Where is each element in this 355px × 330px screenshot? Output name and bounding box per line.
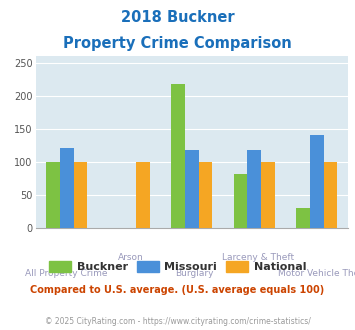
- Bar: [234, 174, 247, 228]
- Text: Burglary: Burglary: [175, 269, 214, 279]
- Bar: [323, 162, 337, 228]
- Text: © 2025 CityRating.com - https://www.cityrating.com/crime-statistics/: © 2025 CityRating.com - https://www.city…: [45, 317, 310, 326]
- Bar: [73, 162, 87, 228]
- Bar: [310, 135, 323, 228]
- Bar: [247, 150, 261, 228]
- Legend: Buckner, Missouri, National: Buckner, Missouri, National: [44, 256, 311, 277]
- Bar: [60, 148, 73, 228]
- Text: Motor Vehicle Theft: Motor Vehicle Theft: [278, 269, 355, 279]
- Text: 2018 Buckner: 2018 Buckner: [121, 10, 234, 25]
- Bar: [185, 150, 198, 228]
- Text: Compared to U.S. average. (U.S. average equals 100): Compared to U.S. average. (U.S. average …: [31, 285, 324, 295]
- Bar: [198, 162, 212, 228]
- Bar: [171, 84, 185, 228]
- Text: Larceny & Theft: Larceny & Theft: [222, 253, 294, 262]
- Bar: [46, 162, 60, 228]
- Text: All Property Crime: All Property Crime: [26, 269, 108, 279]
- Text: Property Crime Comparison: Property Crime Comparison: [63, 36, 292, 51]
- Bar: [136, 162, 150, 228]
- Bar: [296, 208, 310, 228]
- Text: Arson: Arson: [118, 253, 143, 262]
- Bar: [261, 162, 275, 228]
